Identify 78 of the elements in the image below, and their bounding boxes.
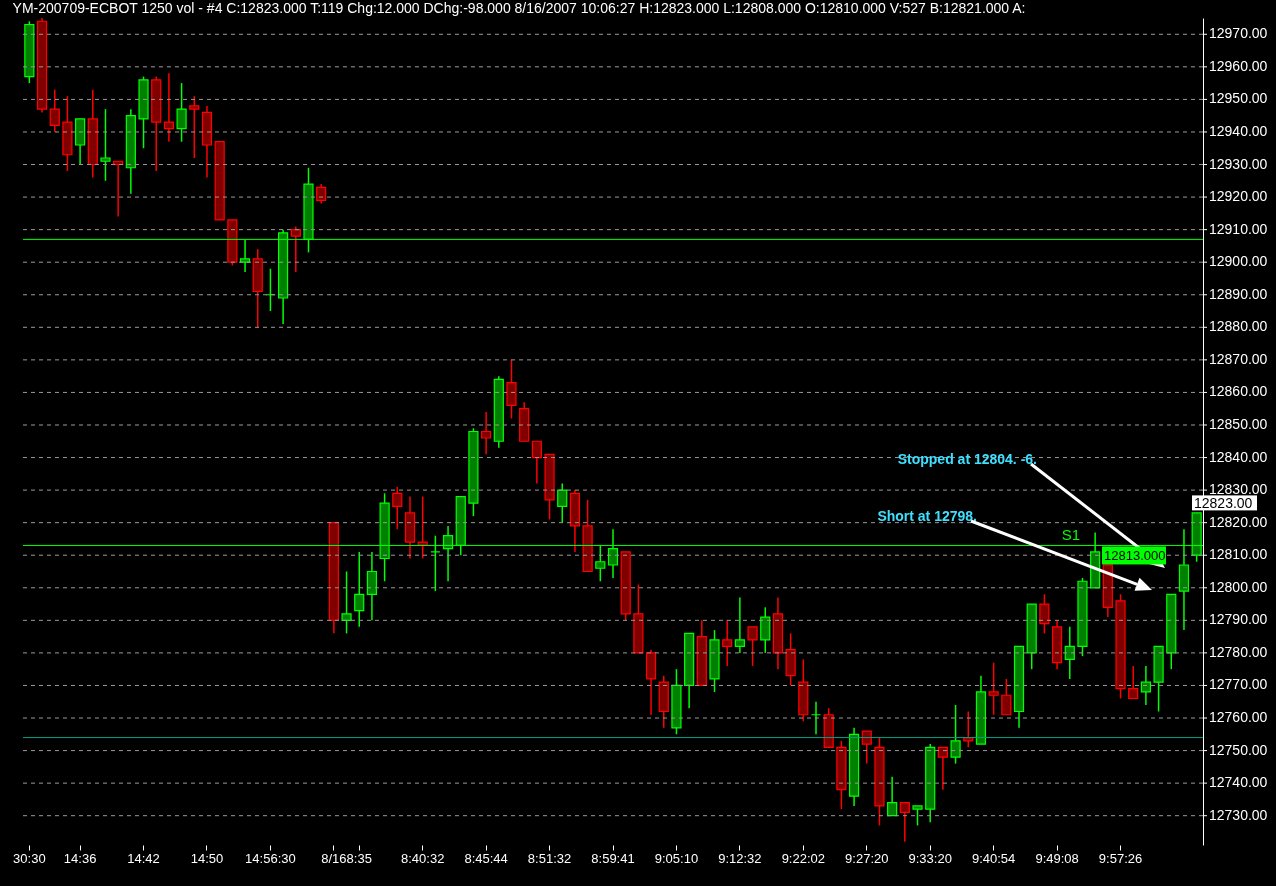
candlestick	[506, 359, 517, 420]
y-tick-label: 12940.00	[1209, 122, 1268, 139]
x-tick-label: 9:27:20	[845, 850, 889, 866]
y-tick-label: 12770.00	[1209, 676, 1268, 693]
x-tick-label: 8:40:32	[400, 850, 445, 866]
x-tick-label: 8/16	[321, 850, 347, 866]
candlestick	[747, 626, 758, 667]
x-tick-label: 14:56:30	[245, 850, 296, 866]
annotation: Short at 12798.	[877, 508, 977, 524]
y-tick-label: 12850.00	[1209, 415, 1268, 432]
y-tick-label: 12820.00	[1209, 513, 1268, 530]
y-tick-label: 12760.00	[1209, 709, 1268, 726]
ref-line-label: S1	[1061, 526, 1080, 544]
candlestick	[189, 95, 200, 159]
candlestick	[531, 440, 542, 485]
y-tick-label: 12780.00	[1209, 643, 1268, 660]
candlestick	[937, 746, 948, 791]
candlestick	[887, 775, 898, 817]
y-tick-label: 12900.00	[1209, 253, 1268, 270]
candlestick	[760, 606, 771, 654]
candlestick	[861, 730, 872, 765]
candlestick	[1140, 665, 1151, 706]
x-tick-label: 9:40:54	[971, 850, 1016, 866]
candlestick	[176, 82, 187, 143]
candlestick	[950, 704, 961, 765]
x-tick-label: 14:42	[127, 850, 160, 866]
candlestick	[1039, 593, 1050, 635]
candlestick	[1001, 678, 1012, 716]
y-tick-label: 12860.00	[1209, 383, 1268, 400]
candlestick	[988, 661, 999, 716]
y-tick-label: 12740.00	[1209, 774, 1268, 791]
annotation: Stopped at 12804. -6.	[897, 451, 1037, 467]
y-tick-label: 12960.00	[1209, 57, 1268, 74]
x-tick-label: 8:35	[346, 850, 372, 866]
candlestick	[366, 551, 378, 622]
annotation: 12813.000	[1104, 548, 1166, 564]
y-tick-label: 12910.00	[1209, 220, 1268, 237]
y-tick-label: 12800.00	[1209, 578, 1268, 595]
candlestick	[392, 486, 403, 530]
x-tick-label: 8:51:32	[527, 850, 572, 866]
y-tick-label: 12750.00	[1209, 741, 1268, 758]
y-tick-label: 12920.00	[1209, 188, 1268, 205]
candlestick	[354, 551, 365, 628]
y-tick-label: 12840.00	[1209, 448, 1268, 465]
x-tick-label: 8:45:44	[464, 850, 508, 866]
x-tick-label: 9:57:26	[1098, 850, 1143, 866]
candlestick	[316, 183, 327, 205]
x-tick-label: 30:30	[13, 850, 46, 866]
x-tick-label: 14:50	[190, 850, 224, 866]
y-tick-label: 12810.00	[1209, 546, 1268, 563]
x-tick-label: 9:22:02	[781, 850, 826, 866]
y-tick-label: 12890.00	[1209, 285, 1268, 302]
y-tick-label: 12970.00	[1209, 25, 1268, 42]
chart-title: YM-200709-ECBOT 1250 vol - #4 C:12823.000 T:119 Chg:12.000 DChg:-98.000 8/16/2007 10:06:27 H:12823.000 L:12808.000 O:12810.000 V:527 B:12821.000 A:	[12, 0, 1026, 17]
y-tick-label: 12930.00	[1209, 155, 1268, 172]
x-tick-label: 9:49:08	[1035, 850, 1079, 866]
x-tick-label: 8:59:41	[591, 850, 635, 866]
x-tick-label: 14:36	[63, 850, 97, 866]
candlestick	[899, 801, 910, 843]
y-tick-label: 12730.00	[1209, 806, 1268, 823]
candlestick	[734, 596, 745, 654]
y-tick-label: 12880.00	[1209, 318, 1268, 335]
y-tick-label: 12950.00	[1209, 90, 1268, 107]
candlestick	[290, 225, 301, 273]
candlestick	[912, 805, 923, 827]
x-tick-label: 9:12:32	[718, 850, 762, 866]
x-tick-label: 9:33:20	[908, 850, 952, 866]
candlestick	[341, 570, 352, 635]
candlestick	[163, 72, 175, 143]
y-tick-label: 12870.00	[1209, 350, 1268, 367]
candlestick	[49, 88, 60, 133]
candlestick	[100, 108, 111, 182]
x-tick-label: 9:05:10	[654, 850, 699, 866]
candlestick	[557, 482, 568, 524]
y-tick-label: 12790.00	[1209, 611, 1268, 628]
candlestick	[722, 619, 733, 667]
candlestick	[481, 411, 492, 456]
candlestick	[1128, 665, 1139, 700]
